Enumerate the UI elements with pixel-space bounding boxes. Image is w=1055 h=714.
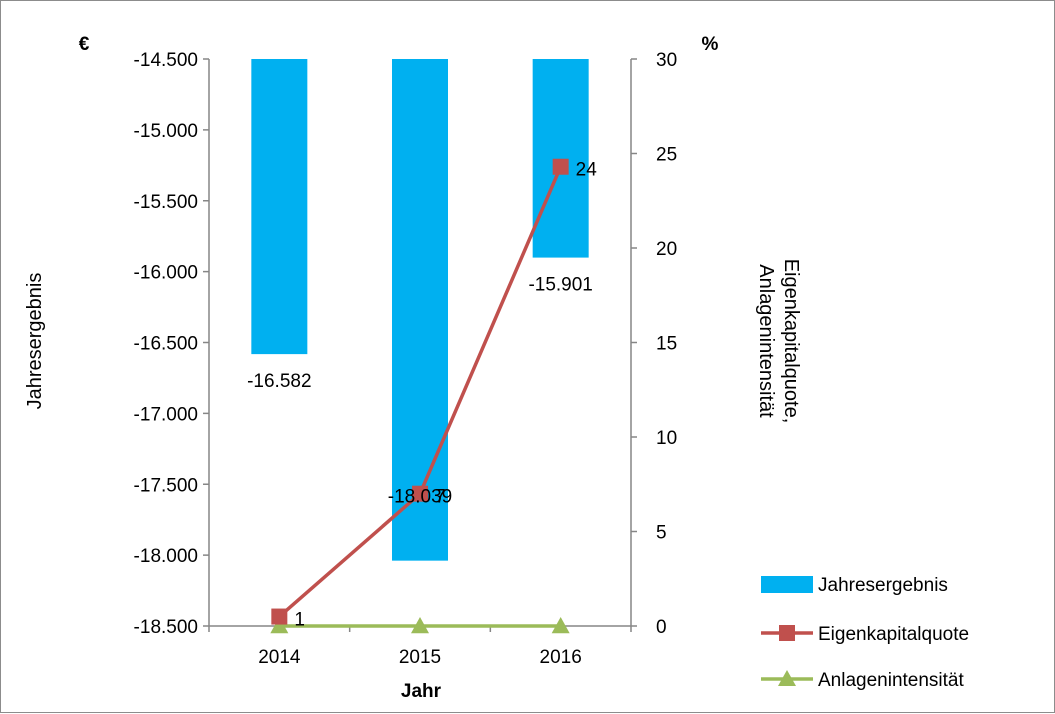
right-axis-unit: %	[702, 34, 719, 55]
right-tick-label: 15	[656, 334, 677, 355]
legend-marker-eigenkapitalquote	[779, 625, 795, 641]
right-tick-label: 0	[656, 617, 667, 638]
left-axis-label: Jahresergebnis	[24, 273, 46, 410]
anlagenintensitaet-marker-2016	[551, 617, 570, 634]
jahresergebnis-data-label-2014: -16.582	[247, 371, 311, 392]
right-tick-label: 20	[656, 239, 677, 260]
right-tick-label: 25	[656, 145, 677, 166]
left-tick-label: -16.500	[134, 334, 198, 355]
right-axis-label-line1: Eigenkapitalquote,	[780, 259, 802, 424]
eigenkapitalquote-data-label-2014: 1	[294, 610, 305, 631]
left-tick-label: -16.000	[134, 263, 198, 284]
legend-label-anlagenintensitaet: Anlagenintensität	[818, 670, 964, 691]
right-tick-label: 5	[656, 523, 667, 544]
x-tick-label-2015: 2015	[399, 647, 441, 668]
right-tick-label: 10	[656, 428, 677, 449]
left-axis-unit: €	[79, 34, 90, 55]
left-tick-label: -14.500	[134, 50, 198, 71]
anlagenintensitaet-marker-2015	[411, 617, 429, 634]
left-tick-label: -15.500	[134, 192, 198, 213]
bar-2016	[532, 59, 589, 258]
left-tick-label: -15.000	[134, 121, 198, 142]
right-axis-label-line2: Anlagenintensität	[755, 264, 777, 418]
right-tick-label: 30	[656, 50, 677, 71]
jahresergebnis-data-label-2015: -18.039	[388, 487, 452, 508]
eigenkapitalquote-marker-2016	[552, 158, 569, 175]
anlagenintensitaet-marker-2014	[270, 617, 289, 634]
left-tick-label: -18.500	[134, 617, 198, 638]
legend-marker-anlagenintensitaet	[778, 670, 796, 686]
eigenkapitalquote-data-label-2015: 7	[435, 487, 446, 508]
bar-2015	[392, 59, 448, 561]
eigenkapitalquote-data-label-2016: 24	[576, 160, 598, 181]
bar-2014	[251, 59, 308, 355]
eigenkapitalquote-marker-2014	[271, 608, 288, 625]
legend-label-jahresergebnis: Jahresergebnis	[818, 575, 948, 596]
jahresergebnis-data-label-2016: -15.901	[528, 275, 592, 296]
x-tick-label-2016: 2016	[540, 647, 582, 668]
left-tick-label: -18.000	[134, 546, 198, 567]
eigenkapitalquote-marker-2015	[412, 485, 428, 502]
left-tick-label: -17.500	[134, 475, 198, 496]
left-tick-label: -17.000	[134, 404, 198, 425]
legend-label-eigenkapitalquote: Eigenkapitalquote	[818, 624, 969, 645]
x-tick-label-2014: 2014	[258, 647, 301, 668]
legend-swatch-jahresergebnis	[761, 576, 813, 593]
x-axis-label: Jahr	[401, 681, 442, 702]
